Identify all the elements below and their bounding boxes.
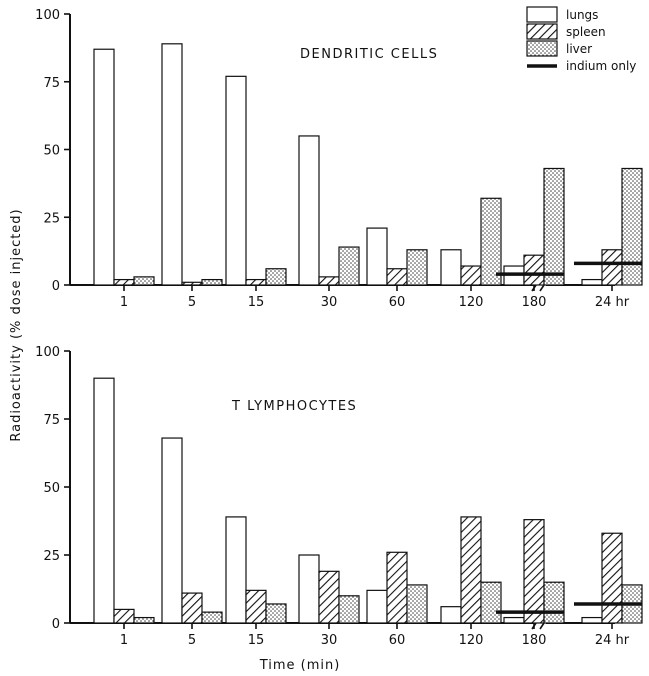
dendritic-cells-x-tick-label: 5: [188, 295, 196, 310]
t-lymphocytes-bar-lungs: [93, 377, 115, 624]
dendritic-cells-x-tick-label: 15: [248, 295, 265, 310]
legend: lungs spleen liver indium only: [526, 6, 636, 73]
t-lymphocytes-y-tick-label: 0: [52, 617, 60, 632]
t-lymphocytes-bar-lungs: [298, 554, 320, 624]
t-lymphocytes-bar-liver: [338, 595, 360, 624]
t-lymphocytes-y-tick-label: 100: [35, 345, 60, 360]
dendritic-cells-bar-spleen: [601, 249, 623, 286]
t-lymphocytes-bar-liver: [480, 581, 502, 624]
legend-label-spleen: spleen: [566, 25, 606, 39]
t-lymphocytes-x-tick-label: 5: [188, 633, 196, 648]
t-lymphocytes-bar-lungs: [366, 589, 388, 624]
legend-swatch-lungs: [526, 6, 558, 23]
t-lymphocytes-x-tick-label: 24 hr: [595, 633, 630, 648]
t-lymphocytes-bar-liver: [543, 581, 565, 624]
dendritic-cells-y-tick-label: 75: [43, 76, 60, 91]
t-lymphocytes-x-tick-label: 60: [389, 633, 406, 648]
dendritic-cells-title: DENDRITIC CELLS: [300, 47, 438, 62]
t-lymphocytes-bar-lungs: [225, 516, 247, 624]
dendritic-cells-bar-liver: [406, 249, 428, 286]
t-lymphocytes-y-tick-label: 75: [43, 413, 60, 428]
t-lymphocytes-bar-lungs: [581, 616, 603, 624]
t-lymphocytes-bars: [93, 377, 643, 624]
t-lymphocytes-bar-liver: [406, 584, 428, 624]
t-lymphocytes-bar-lungs: [161, 437, 183, 624]
dendritic-cells-x-tick-label: 1: [120, 295, 128, 310]
dendritic-cells-bars: [93, 43, 643, 286]
legend-swatch-spleen: [526, 23, 558, 40]
dendritic-cells-bar-lungs: [225, 75, 247, 286]
dendritic-cells-bar-lungs: [161, 43, 183, 286]
dendritic-cells-bar-liver: [265, 268, 287, 286]
dendritic-cells-bar-spleen: [245, 278, 267, 286]
dendritic-cells-bar-spleen: [386, 268, 408, 286]
t-lymphocytes-bar-lungs: [503, 616, 525, 624]
t-lymphocytes-bar-spleen: [601, 532, 623, 624]
dendritic-cells-bar-liver: [543, 167, 565, 286]
dendritic-cells-bar-lungs: [298, 135, 320, 286]
t-lymphocytes-x-tick-label: 30: [321, 633, 338, 648]
t-lymphocytes-x-tick-label: 15: [248, 633, 265, 648]
dendritic-cells-indium-lines: [496, 261, 642, 276]
dendritic-cells-y-tick-label: 100: [35, 8, 60, 23]
t-lymphocytes-bar-liver: [201, 611, 223, 624]
legend-label-lungs: lungs: [566, 8, 598, 22]
t-lymphocytes-y-tick-label: 50: [43, 481, 60, 496]
legend-swatch-liver: [526, 40, 558, 57]
legend-label-liver: liver: [566, 42, 592, 56]
t-lymphocytes-x-tick-label: 180: [522, 633, 547, 648]
dendritic-cells-y-tick-label: 25: [43, 211, 60, 226]
dendritic-cells-bar-lungs: [440, 249, 462, 286]
t-lymphocytes-bar-spleen: [318, 570, 340, 624]
t-lymphocytes-bar-liver: [265, 603, 287, 624]
dendritic-cells-bar-liver: [133, 276, 155, 286]
t-lymphocytes-bar-spleen: [181, 592, 203, 624]
t-lymphocytes-y-tick-label: 25: [43, 549, 60, 564]
dendritic-cells-bar-spleen: [181, 281, 203, 286]
legend-label-indium-only: indium only: [566, 59, 636, 73]
x-axis-label: Time (min): [259, 658, 341, 673]
t-lymphocytes-x-tick-label: 120: [459, 633, 484, 648]
dendritic-cells-bar-lungs: [93, 48, 115, 286]
dendritic-cells-bar-liver: [480, 197, 502, 286]
dendritic-cells-bar-spleen: [318, 276, 340, 286]
dendritic-cells-bar-lungs: [581, 278, 603, 286]
t-lymphocytes-bar-spleen: [386, 551, 408, 624]
dendritic-cells-x-tick-label: 30: [321, 295, 338, 310]
t-lymphocytes-bar-spleen: [113, 608, 135, 624]
dendritic-cells-bar-spleen: [113, 278, 135, 286]
t-lymphocytes-title: T LYMPHOCYTES: [231, 399, 357, 414]
y-axis-label: Radioactivity (% dose injected): [9, 208, 24, 441]
dendritic-cells-bar-liver: [338, 246, 360, 286]
dendritic-cells-bar-spleen: [460, 265, 482, 286]
dendritic-cells-x-tick-label: 120: [459, 295, 484, 310]
dendritic-cells-x-tick-label: 24 hr: [595, 295, 630, 310]
t-lymphocytes-bar-spleen: [245, 589, 267, 624]
t-lymphocytes-indium-lines: [496, 602, 642, 614]
t-lymphocytes-x-tick-label: 1: [120, 633, 128, 648]
dendritic-cells-x-tick-label: 180: [522, 295, 547, 310]
t-lymphocytes-bar-liver: [133, 616, 155, 624]
dendritic-cells-bar-spleen: [523, 254, 545, 286]
dendritic-cells-bar-liver: [201, 278, 223, 286]
t-lymphocytes-bar-lungs: [440, 606, 462, 624]
dendritic-cells-bar-lungs: [366, 227, 388, 286]
t-lymphocytes-bar-spleen: [523, 519, 545, 624]
t-lymphocytes-bar-spleen: [460, 516, 482, 624]
dendritic-cells-bar-liver: [621, 167, 643, 286]
dendritic-cells-y-tick-label: 0: [52, 279, 60, 294]
dendritic-cells-x-tick-label: 60: [389, 295, 406, 310]
dendritic-cells-y-tick-label: 50: [43, 144, 60, 159]
